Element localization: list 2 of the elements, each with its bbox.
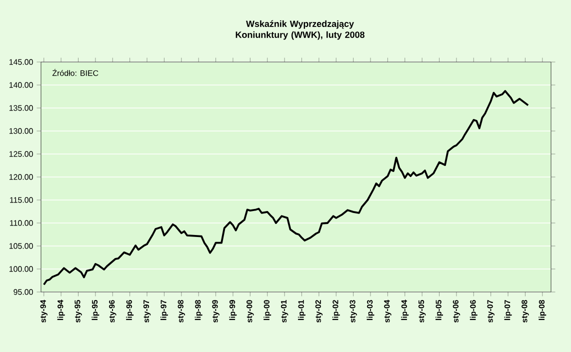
chart-title: Wskaźnik Wyprzedzający Koniunktury (WWK), luty 2008 [236,20,364,40]
line-series [42,90,530,286]
